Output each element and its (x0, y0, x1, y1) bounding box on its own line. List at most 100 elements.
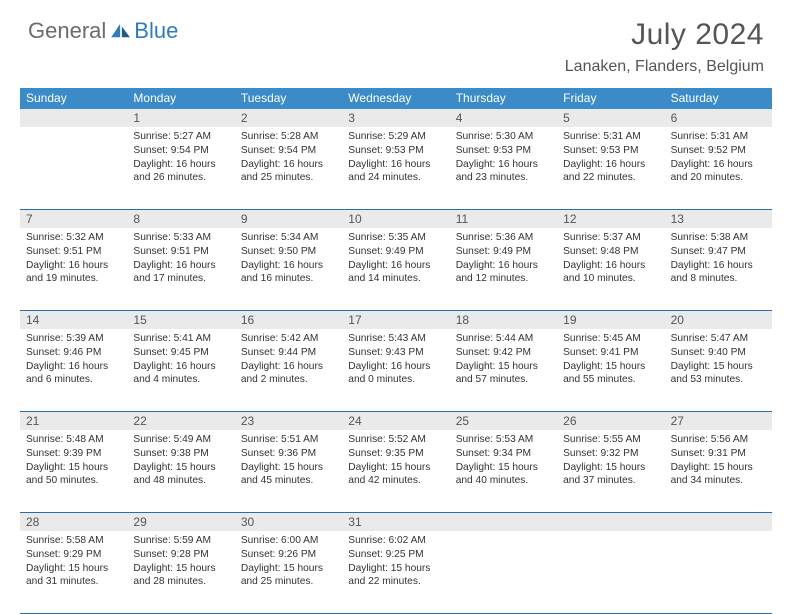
day-cell: Sunrise: 5:51 AMSunset: 9:36 PMDaylight:… (235, 430, 342, 512)
day-cell: Sunrise: 6:00 AMSunset: 9:26 PMDaylight:… (235, 531, 342, 613)
day-number: 18 (450, 311, 557, 329)
sunrise-text: Sunrise: 5:31 AM (563, 130, 660, 144)
sunrise-text: Sunrise: 5:47 AM (671, 332, 768, 346)
daylight-text: Daylight: 16 hours and 6 minutes. (26, 360, 123, 388)
sunset-text: Sunset: 9:49 PM (456, 245, 553, 259)
day-cell (557, 531, 664, 613)
day-body: Sunrise: 5:35 AMSunset: 9:49 PMDaylight:… (348, 231, 445, 286)
sunset-text: Sunset: 9:51 PM (133, 245, 230, 259)
day-cell: Sunrise: 5:43 AMSunset: 9:43 PMDaylight:… (342, 329, 449, 411)
day-cell: Sunrise: 5:56 AMSunset: 9:31 PMDaylight:… (665, 430, 772, 512)
sunset-text: Sunset: 9:25 PM (348, 548, 445, 562)
weeks-container: 123456Sunrise: 5:27 AMSunset: 9:54 PMDay… (20, 109, 772, 614)
day-number: 30 (235, 513, 342, 531)
day-body: Sunrise: 5:41 AMSunset: 9:45 PMDaylight:… (133, 332, 230, 387)
daylight-text: Daylight: 16 hours and 16 minutes. (241, 259, 338, 287)
day-body: Sunrise: 5:28 AMSunset: 9:54 PMDaylight:… (241, 130, 338, 185)
day-number: 8 (127, 210, 234, 228)
sunset-text: Sunset: 9:41 PM (563, 346, 660, 360)
dow-friday: Friday (557, 88, 664, 109)
sunrise-text: Sunrise: 5:55 AM (563, 433, 660, 447)
sunrise-text: Sunrise: 5:38 AM (671, 231, 768, 245)
header: General Blue July 2024 Lanaken, Flanders… (0, 0, 792, 82)
day-cell (665, 531, 772, 613)
week-row: Sunrise: 5:39 AMSunset: 9:46 PMDaylight:… (20, 329, 772, 412)
daylight-text: Daylight: 15 hours and 57 minutes. (456, 360, 553, 388)
day-body: Sunrise: 5:37 AMSunset: 9:48 PMDaylight:… (563, 231, 660, 286)
day-cell: Sunrise: 5:35 AMSunset: 9:49 PMDaylight:… (342, 228, 449, 310)
brand-logo: General Blue (28, 18, 178, 44)
day-number: 13 (665, 210, 772, 228)
brand-text-1: General (28, 18, 106, 44)
daylight-text: Daylight: 16 hours and 8 minutes. (671, 259, 768, 287)
day-number-row: 21222324252627 (20, 412, 772, 430)
sunrise-text: Sunrise: 5:30 AM (456, 130, 553, 144)
day-cell (20, 127, 127, 209)
sunset-text: Sunset: 9:46 PM (26, 346, 123, 360)
calendar: Sunday Monday Tuesday Wednesday Thursday… (20, 88, 772, 614)
daylight-text: Daylight: 15 hours and 22 minutes. (348, 562, 445, 590)
daylight-text: Daylight: 16 hours and 12 minutes. (456, 259, 553, 287)
day-body: Sunrise: 5:48 AMSunset: 9:39 PMDaylight:… (26, 433, 123, 488)
brand-text-2: Blue (134, 18, 178, 44)
day-cell: Sunrise: 5:45 AMSunset: 9:41 PMDaylight:… (557, 329, 664, 411)
day-cell: Sunrise: 5:37 AMSunset: 9:48 PMDaylight:… (557, 228, 664, 310)
day-body: Sunrise: 5:42 AMSunset: 9:44 PMDaylight:… (241, 332, 338, 387)
day-body: Sunrise: 5:34 AMSunset: 9:50 PMDaylight:… (241, 231, 338, 286)
location-text: Lanaken, Flanders, Belgium (565, 58, 764, 76)
day-number: 5 (557, 109, 664, 127)
sunrise-text: Sunrise: 6:00 AM (241, 534, 338, 548)
sunrise-text: Sunrise: 5:56 AM (671, 433, 768, 447)
day-number: 24 (342, 412, 449, 430)
daylight-text: Daylight: 15 hours and 31 minutes. (26, 562, 123, 590)
sunrise-text: Sunrise: 5:51 AM (241, 433, 338, 447)
daylight-text: Daylight: 15 hours and 37 minutes. (563, 461, 660, 489)
day-cell: Sunrise: 5:38 AMSunset: 9:47 PMDaylight:… (665, 228, 772, 310)
sunrise-text: Sunrise: 5:58 AM (26, 534, 123, 548)
day-body: Sunrise: 5:39 AMSunset: 9:46 PMDaylight:… (26, 332, 123, 387)
day-number: 1 (127, 109, 234, 127)
daylight-text: Daylight: 16 hours and 23 minutes. (456, 158, 553, 186)
week-row: Sunrise: 5:58 AMSunset: 9:29 PMDaylight:… (20, 531, 772, 614)
day-number-row: 14151617181920 (20, 311, 772, 329)
daylight-text: Daylight: 15 hours and 40 minutes. (456, 461, 553, 489)
day-body: Sunrise: 5:38 AMSunset: 9:47 PMDaylight:… (671, 231, 768, 286)
day-body: Sunrise: 5:56 AMSunset: 9:31 PMDaylight:… (671, 433, 768, 488)
sunset-text: Sunset: 9:39 PM (26, 447, 123, 461)
dow-wednesday: Wednesday (342, 88, 449, 109)
day-cell: Sunrise: 5:28 AMSunset: 9:54 PMDaylight:… (235, 127, 342, 209)
daylight-text: Daylight: 16 hours and 25 minutes. (241, 158, 338, 186)
sunset-text: Sunset: 9:54 PM (241, 144, 338, 158)
day-number: 19 (557, 311, 664, 329)
day-number: 4 (450, 109, 557, 127)
day-cell: Sunrise: 5:29 AMSunset: 9:53 PMDaylight:… (342, 127, 449, 209)
day-cell: Sunrise: 5:39 AMSunset: 9:46 PMDaylight:… (20, 329, 127, 411)
day-number: 20 (665, 311, 772, 329)
day-number: 29 (127, 513, 234, 531)
sunset-text: Sunset: 9:49 PM (348, 245, 445, 259)
daylight-text: Daylight: 16 hours and 14 minutes. (348, 259, 445, 287)
sunset-text: Sunset: 9:53 PM (563, 144, 660, 158)
sunset-text: Sunset: 9:36 PM (241, 447, 338, 461)
day-cell: Sunrise: 6:02 AMSunset: 9:25 PMDaylight:… (342, 531, 449, 613)
day-number: 21 (20, 412, 127, 430)
day-body: Sunrise: 5:29 AMSunset: 9:53 PMDaylight:… (348, 130, 445, 185)
week-row: Sunrise: 5:27 AMSunset: 9:54 PMDaylight:… (20, 127, 772, 210)
day-cell: Sunrise: 5:34 AMSunset: 9:50 PMDaylight:… (235, 228, 342, 310)
day-body: Sunrise: 6:02 AMSunset: 9:25 PMDaylight:… (348, 534, 445, 589)
day-number: 23 (235, 412, 342, 430)
day-number: 7 (20, 210, 127, 228)
day-body: Sunrise: 5:59 AMSunset: 9:28 PMDaylight:… (133, 534, 230, 589)
day-number: 15 (127, 311, 234, 329)
sunset-text: Sunset: 9:51 PM (26, 245, 123, 259)
daylight-text: Daylight: 16 hours and 2 minutes. (241, 360, 338, 388)
day-cell: Sunrise: 5:31 AMSunset: 9:52 PMDaylight:… (665, 127, 772, 209)
daylight-text: Daylight: 16 hours and 26 minutes. (133, 158, 230, 186)
day-body: Sunrise: 5:55 AMSunset: 9:32 PMDaylight:… (563, 433, 660, 488)
sunset-text: Sunset: 9:53 PM (348, 144, 445, 158)
day-body: Sunrise: 6:00 AMSunset: 9:26 PMDaylight:… (241, 534, 338, 589)
daylight-text: Daylight: 15 hours and 45 minutes. (241, 461, 338, 489)
sunrise-text: Sunrise: 5:44 AM (456, 332, 553, 346)
day-cell: Sunrise: 5:32 AMSunset: 9:51 PMDaylight:… (20, 228, 127, 310)
sunset-text: Sunset: 9:38 PM (133, 447, 230, 461)
